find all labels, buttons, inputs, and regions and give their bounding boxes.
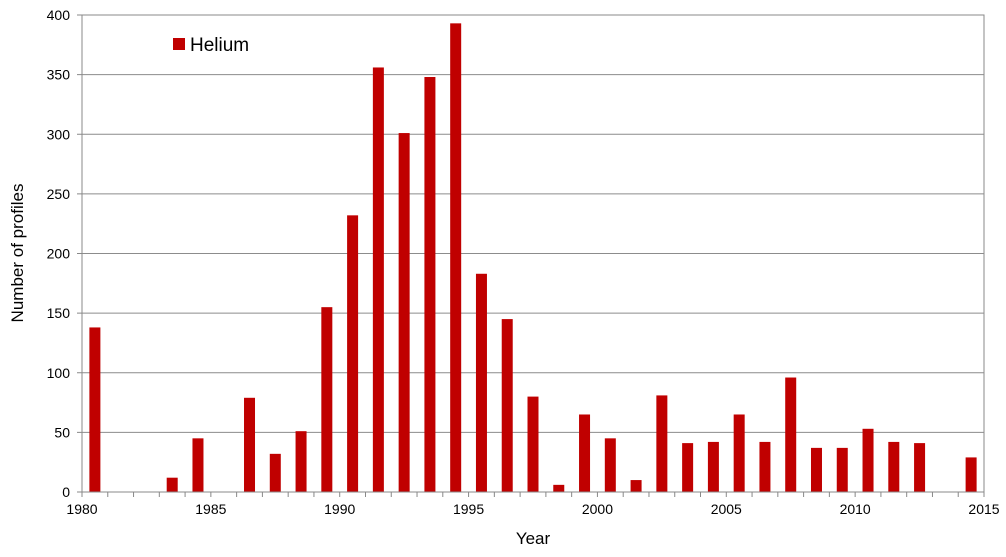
legend: Helium <box>173 35 249 56</box>
bar-2009 <box>810 447 822 492</box>
bar-2001 <box>604 438 616 492</box>
x-tick-label: 2010 <box>840 501 871 517</box>
legend-label-helium: Helium <box>190 35 249 56</box>
y-axis-title: Number of profiles <box>8 184 27 323</box>
bar-1985 <box>192 438 204 492</box>
y-tick-label: 150 <box>47 305 71 321</box>
y-tick-label: 200 <box>47 246 71 262</box>
bar-1993 <box>398 133 410 492</box>
y-tick-label: 350 <box>47 67 71 83</box>
bar-2011 <box>862 428 874 492</box>
bars <box>89 23 977 492</box>
bar-1992 <box>372 67 384 492</box>
x-tick-label: 1980 <box>66 501 97 517</box>
bar-1998 <box>527 396 539 492</box>
bar-1984 <box>166 477 178 492</box>
x-tick-label: 2005 <box>711 501 742 517</box>
bar-2008 <box>785 377 797 492</box>
x-tick-label: 1990 <box>324 501 355 517</box>
bar-2002 <box>630 480 642 492</box>
y-tick-label: 250 <box>47 186 71 202</box>
bar-1990 <box>321 307 333 492</box>
y-tick-label: 400 <box>47 7 71 23</box>
bar-1988 <box>269 453 281 492</box>
bar-1997 <box>501 319 513 492</box>
y-tick-label: 300 <box>47 126 71 142</box>
bar-1991 <box>347 215 359 492</box>
x-tick-label: 1995 <box>453 501 484 517</box>
x-tick-label: 2000 <box>582 501 613 517</box>
y-tick-label: 0 <box>62 484 70 500</box>
bar-2005 <box>707 441 719 492</box>
bar-2003 <box>656 395 668 492</box>
bar-1994 <box>424 77 436 492</box>
y-tick-label: 50 <box>54 424 70 440</box>
bar-2013 <box>914 443 926 492</box>
bar-2012 <box>888 441 900 492</box>
bar-1989 <box>295 431 307 492</box>
legend-swatch-helium <box>173 38 185 50</box>
y-tick-label: 100 <box>47 365 71 381</box>
bar-1999 <box>553 484 565 492</box>
bar-2000 <box>579 414 591 492</box>
bar-1995 <box>450 23 462 492</box>
bar-2015 <box>965 457 977 492</box>
bar-1987 <box>244 397 256 492</box>
x-axis-title: Year <box>516 529 551 548</box>
bar-1981 <box>89 327 101 492</box>
bar-2004 <box>682 443 694 492</box>
axes: 0 50 100 150 200 250 300 350 400 1980 1985 1990 1995… <box>47 7 1000 517</box>
bar-1996 <box>475 273 487 492</box>
bar-2007 <box>759 441 771 492</box>
x-tick-label: 2015 <box>968 501 999 517</box>
bar-2006 <box>733 414 745 492</box>
bar-2010 <box>836 447 848 492</box>
x-tick-label: 1985 <box>195 501 226 517</box>
gridlines <box>82 74 984 433</box>
